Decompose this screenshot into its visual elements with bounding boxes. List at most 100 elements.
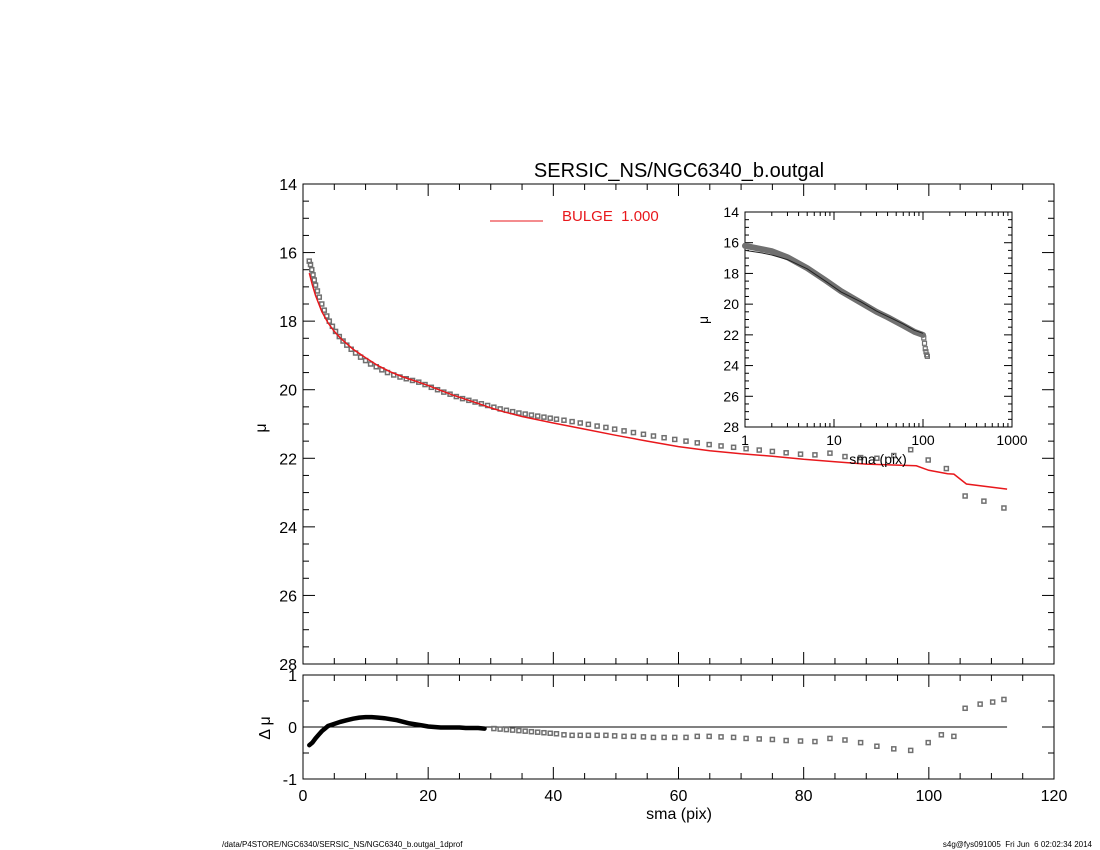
observed-point — [611, 426, 618, 432]
main-y-tick-label: 22 — [279, 451, 297, 468]
observed-point — [650, 433, 657, 439]
observed-point — [827, 450, 833, 456]
residual-point — [743, 735, 749, 742]
observed-point — [694, 440, 701, 446]
observed-point — [340, 338, 346, 344]
observed-point — [541, 414, 547, 420]
main-chart-title: SERSIC_NS/NGC6340_b.outgal — [534, 160, 824, 182]
observed-point — [842, 453, 848, 460]
observed-point — [857, 454, 864, 461]
residual-y-tick-label: -1 — [283, 772, 297, 789]
residual-point — [797, 738, 804, 744]
residual-point — [661, 734, 667, 741]
observed-point — [316, 294, 323, 300]
x-tick-label: 80 — [795, 788, 813, 805]
inset-x-tick-label: 1 — [741, 432, 749, 448]
observed-point — [367, 361, 374, 367]
inset-x-tick-label: 100 — [911, 432, 935, 448]
observed-point — [585, 421, 592, 428]
residual-point — [621, 733, 627, 740]
observed-point — [561, 417, 567, 423]
inset-y-axis-label: μ — [695, 316, 711, 324]
observed-point — [310, 272, 316, 278]
observed-point — [594, 423, 600, 429]
inset-tail-point — [921, 340, 928, 346]
observed-point — [683, 438, 689, 444]
observed-point — [307, 261, 314, 268]
residual-point — [509, 727, 516, 733]
legend-entry-label: BULGE 1.000 — [562, 208, 659, 225]
inset-y-tick-label: 28 — [723, 419, 739, 435]
residual-point — [516, 727, 522, 734]
observed-point — [621, 428, 627, 434]
x-tick-label: 20 — [419, 788, 437, 805]
observed-point — [891, 452, 897, 459]
observed-point — [534, 413, 541, 419]
x-tick-label: 100 — [915, 788, 942, 805]
residual-y-tick-label: 1 — [288, 668, 297, 685]
residual-point — [706, 733, 712, 740]
inset-y-tick-label: 24 — [723, 358, 739, 374]
observed-point — [743, 445, 749, 452]
observed-point — [522, 411, 528, 417]
residual-point — [812, 738, 818, 745]
inset-tail-point — [922, 346, 928, 352]
residual-y-tick-label: 0 — [288, 720, 297, 737]
x-tick-label: 60 — [670, 788, 688, 805]
residual-point — [491, 725, 497, 732]
observed-point — [1001, 505, 1007, 511]
inset-y-tick-label: 26 — [723, 388, 739, 404]
residual-point — [547, 730, 553, 736]
x-tick-label: 120 — [1041, 788, 1068, 805]
residual-dense-curve — [307, 714, 487, 748]
residual-point — [577, 732, 583, 739]
residual-point — [718, 734, 724, 740]
residual-point — [603, 732, 609, 739]
inset-x-tick-label: 10 — [826, 432, 842, 448]
bulge-model-line — [308, 272, 1008, 490]
residual-point — [907, 747, 914, 754]
observed-point — [553, 416, 560, 422]
residual-point — [611, 733, 618, 739]
observed-point — [671, 436, 678, 443]
observed-point — [336, 333, 343, 340]
main-y-tick-label: 18 — [279, 314, 297, 331]
residual-point — [650, 734, 657, 741]
residual-point — [553, 731, 560, 737]
observed-point — [769, 448, 776, 455]
residual-point — [497, 726, 503, 732]
observed-point — [874, 455, 880, 462]
inset-y-tick-label: 22 — [723, 327, 739, 343]
residual-point — [989, 699, 996, 705]
residual-point — [503, 726, 510, 733]
residual-point — [541, 729, 547, 736]
residual-point — [528, 728, 535, 735]
main-y-tick-label: 16 — [279, 246, 297, 263]
observed-point — [516, 410, 522, 416]
observed-point — [718, 443, 724, 449]
inset-log-panel: 14 16 18 20 22 24 26 281 10 100 1000 sma (pix) μ — [695, 204, 1028, 467]
main-y-tick-label: 24 — [279, 520, 297, 537]
residual-point — [640, 734, 647, 740]
inset-tail-point — [924, 353, 930, 359]
observed-point — [547, 415, 553, 421]
observed-point — [783, 450, 789, 456]
observed-point — [661, 434, 667, 441]
observed-point — [569, 418, 575, 425]
residual-point — [671, 734, 678, 741]
residual-point — [769, 736, 776, 743]
main-profile-panel: 14 16 18 20 22 24 26 28 μ — [253, 177, 1055, 674]
x-tick-label: 40 — [544, 788, 562, 805]
inset-y-tick-label: 20 — [723, 296, 739, 312]
residual-point — [962, 705, 968, 712]
residual-point — [585, 732, 592, 739]
observed-point — [603, 424, 609, 431]
observed-point — [812, 452, 818, 458]
observed-point — [321, 307, 328, 313]
residual-point — [842, 737, 848, 743]
inset-plot-frame — [744, 211, 1013, 428]
residual-y-axis-label: Δ μ — [257, 716, 274, 739]
main-y-tick-label: 26 — [279, 588, 297, 605]
